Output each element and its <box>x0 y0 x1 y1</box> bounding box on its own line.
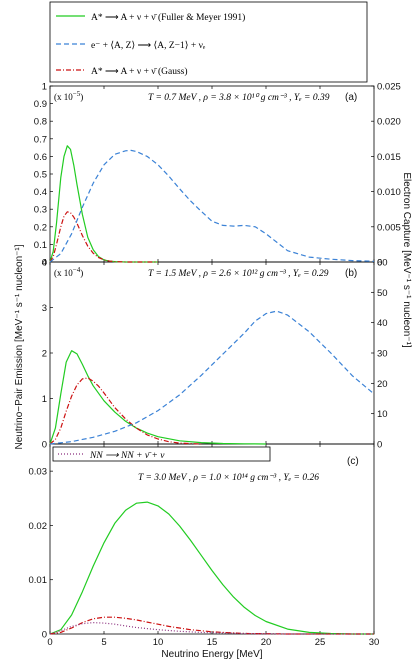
panel-a-left-tick-label: 0.5 <box>34 170 47 181</box>
panel-c-left-tick-label: 0.02 <box>29 521 48 532</box>
panel-b-left-tick-label: 4 <box>42 258 47 269</box>
panel-a-left-tick-label: 0.9 <box>34 99 47 110</box>
x-tick-label: 20 <box>261 637 272 648</box>
panel-c-conditions: T = 3.0 MeV , ρ = 1.0 × 10¹⁴ g cm⁻³ , Yₑ… <box>138 473 319 483</box>
x-tick-label: 15 <box>207 637 218 648</box>
panel-b-label: (b) <box>345 268 357 279</box>
panel-a-left-tick-label: 0 <box>42 258 47 269</box>
panel-a-exponent: (x 10−5) <box>54 90 83 102</box>
panel-c-legend: NN ⟶ NN + ν̄ + ν <box>52 446 271 462</box>
panel-a-left-tick-label: 0.7 <box>34 134 47 145</box>
panel-b-frame <box>49 261 375 445</box>
panel-a-left-tick-label: 0.6 <box>34 152 47 163</box>
x-tick-label: 10 <box>153 637 164 648</box>
legend-label-fuller: A* ⟶ A + ν + ν̄ (Fuller & Meyer 1991) <box>91 12 245 23</box>
panel-a-right-tick-label: 0 <box>377 258 382 269</box>
panel-a-right-tick-label: 0.020 <box>377 117 401 128</box>
panel-a-series-dashed-line <box>49 149 375 263</box>
panel-a-frame <box>49 85 375 263</box>
panel-b-conditions: T = 1.5 MeV , ρ = 2.6 × 10¹² g cm⁻³ , Yₑ… <box>148 269 329 279</box>
panel-c-series-dotted-line <box>49 621 374 635</box>
panel-a-series-solid-line <box>49 145 158 263</box>
x-tick-label: 25 <box>315 637 326 648</box>
legend-frame <box>49 1 368 83</box>
panel-a-right-tick-label: 0.025 <box>377 82 401 93</box>
panel-a-left-tick-label: 0.3 <box>34 205 47 216</box>
panel-b-right-tick-label: 20 <box>377 379 388 390</box>
panel-b-right-tick-label: 10 <box>377 409 388 420</box>
panel-a-right-tick-label: 0.005 <box>377 222 401 233</box>
x-axis-label: Neutrino Energy [MeV] <box>161 649 262 660</box>
panel-b-series-solid-line <box>49 350 267 445</box>
panel-a-right-tick-label: 0.015 <box>377 152 401 163</box>
panel-b-left-tick-label: 1 <box>42 394 47 405</box>
x-tick-label: 30 <box>369 637 380 648</box>
panel-b-right-tick-label: 30 <box>377 349 388 360</box>
panel-a-left-tick-label: 0.8 <box>34 117 47 128</box>
x-tick-label: 5 <box>101 637 106 648</box>
data-curves <box>49 145 375 635</box>
x-tick-label: 0 <box>47 637 52 648</box>
panel-a-right-tick-label: 0.010 <box>377 187 401 198</box>
panel-a-conditions: T = 0.7 MeV , ρ = 3.8 × 10¹⁰ g cm⁻³ , Yₑ… <box>148 92 330 103</box>
panel-c-left-tick-label: 0 <box>42 630 47 641</box>
panel-a-left-tick-label: 0.4 <box>34 187 47 198</box>
panel-b-series-dashed-line <box>49 310 375 445</box>
panel-b-right-tick-label: 50 <box>377 288 388 299</box>
left-axis-label: Neutrino−Pair Emission [MeV⁻¹ s⁻¹ nucleo… <box>14 244 25 449</box>
panel-c-left-tick-label: 0.01 <box>29 575 48 586</box>
panel-a-left-tick-label: 1 <box>42 82 47 93</box>
panel-c-left-tick-label: 0.03 <box>29 467 48 478</box>
panel-b-right-tick-label: 60 <box>377 258 388 269</box>
panel-b-right-tick-label: 0 <box>377 440 382 451</box>
panel-b-left-tick-label: 0 <box>42 440 47 451</box>
panel-a-series-dashdot-line <box>49 211 158 263</box>
panel-b-series-dashdot-line <box>49 377 202 445</box>
axis-ticks: 00.10.20.30.40.50.60.70.80.9100.0050.010… <box>29 82 401 649</box>
panel-a-left-tick-label: 0.2 <box>34 222 47 233</box>
panel-c-series-dashdot-line <box>49 616 374 635</box>
panel-c-legend-frame <box>52 446 271 462</box>
panel-b-left-tick-label: 2 <box>42 349 47 360</box>
legend-label-gauss: A* ⟶ A + ν + ν̄ (Gauss) <box>91 66 188 77</box>
panel-b-left-tick-label: 3 <box>42 303 47 314</box>
panel-b-exponent: (x 10−4) <box>54 266 83 278</box>
legend-label-nn: NN ⟶ NN + ν̄ + ν <box>89 451 165 461</box>
legend: A* ⟶ A + ν + ν̄ (Fuller & Meyer 1991) e⁻… <box>49 1 368 83</box>
legend-label-electron-capture: e⁻ + ⟨A, Z⟩ ⟶ ⟨A, Z−1⟩ + νₑ <box>91 40 206 51</box>
panel-a-left-tick-label: 0.1 <box>34 240 47 251</box>
right-axis-label: Electron Capture [MeV⁻¹ s⁻¹ nucleon⁻¹] <box>401 172 412 348</box>
panel-c-series-solid-line <box>49 501 374 635</box>
panel-a-label: (a) <box>345 92 357 103</box>
panel-b-right-tick-label: 40 <box>377 318 388 329</box>
panel-c-label: (c) <box>347 456 359 467</box>
